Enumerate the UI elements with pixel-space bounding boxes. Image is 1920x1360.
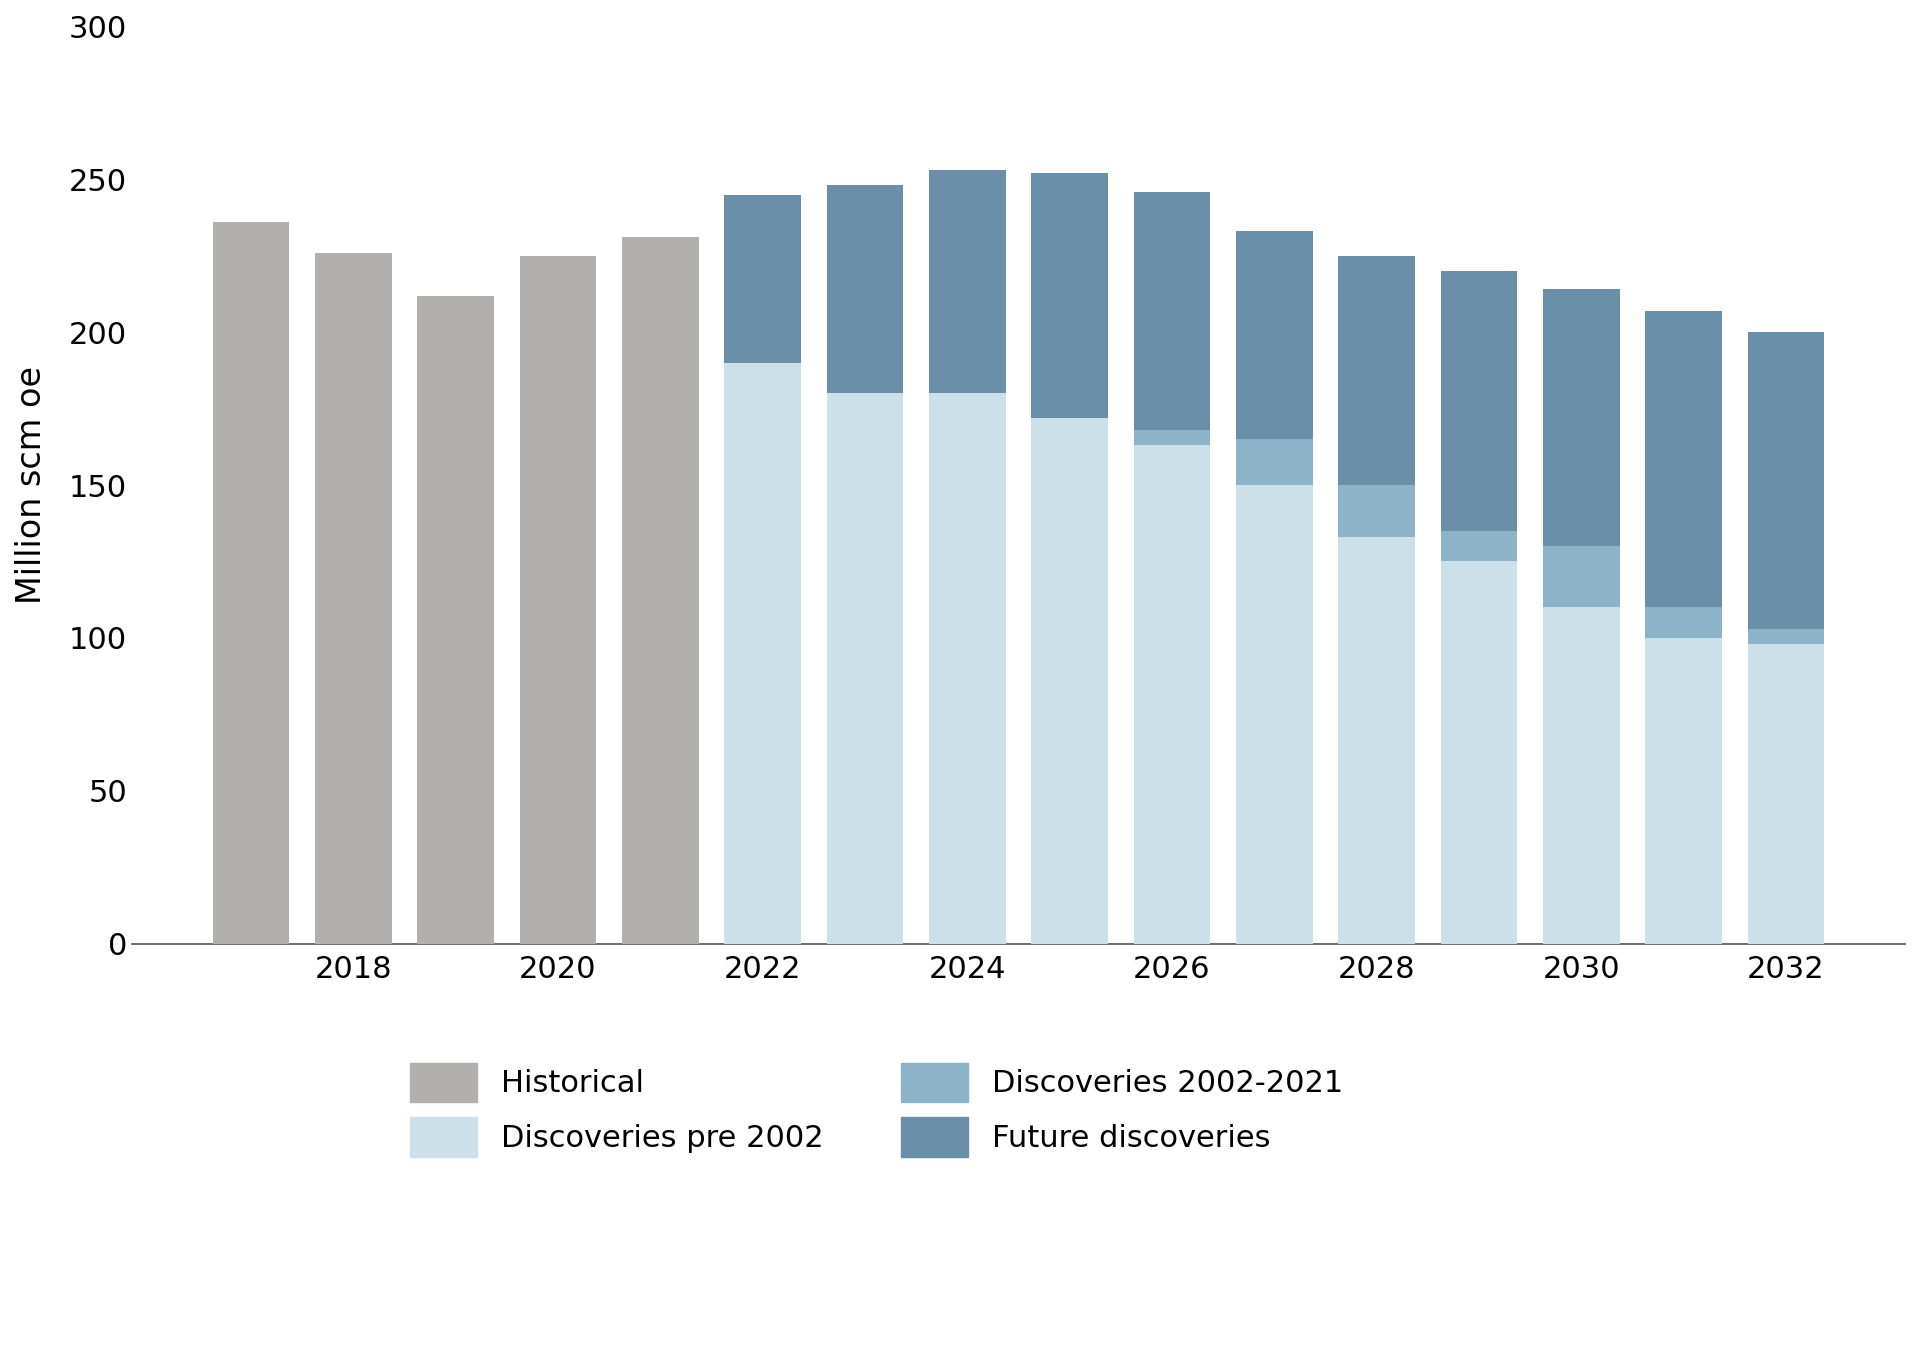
- Legend: Historical, Discoveries pre 2002, Discoveries 2002-2021, Future discoveries: Historical, Discoveries pre 2002, Discov…: [397, 1050, 1356, 1168]
- Bar: [1031, 173, 1108, 418]
- Bar: [417, 295, 493, 944]
- Bar: [1747, 332, 1824, 628]
- Bar: [1544, 547, 1620, 608]
- Bar: [724, 363, 801, 944]
- Bar: [1236, 486, 1313, 944]
- Bar: [1440, 271, 1517, 530]
- Bar: [1133, 192, 1210, 430]
- Bar: [1133, 430, 1210, 445]
- Bar: [1338, 256, 1415, 486]
- Bar: [1338, 486, 1415, 537]
- Bar: [724, 194, 801, 363]
- Bar: [828, 393, 902, 944]
- Bar: [1031, 418, 1108, 944]
- Bar: [1645, 311, 1722, 608]
- Bar: [315, 253, 392, 944]
- Bar: [1544, 608, 1620, 944]
- Bar: [828, 185, 902, 393]
- Bar: [1747, 628, 1824, 645]
- Bar: [1133, 445, 1210, 944]
- Bar: [1645, 608, 1722, 638]
- Bar: [1544, 290, 1620, 547]
- Bar: [1236, 439, 1313, 486]
- Bar: [1747, 645, 1824, 944]
- Bar: [1440, 562, 1517, 944]
- Bar: [1645, 638, 1722, 944]
- Bar: [1236, 231, 1313, 439]
- Bar: [520, 256, 597, 944]
- Bar: [929, 393, 1006, 944]
- Bar: [1338, 537, 1415, 944]
- Bar: [1440, 530, 1517, 562]
- Y-axis label: Million scm oe: Million scm oe: [15, 366, 48, 604]
- Bar: [622, 238, 699, 944]
- Bar: [213, 222, 290, 944]
- Bar: [929, 170, 1006, 393]
